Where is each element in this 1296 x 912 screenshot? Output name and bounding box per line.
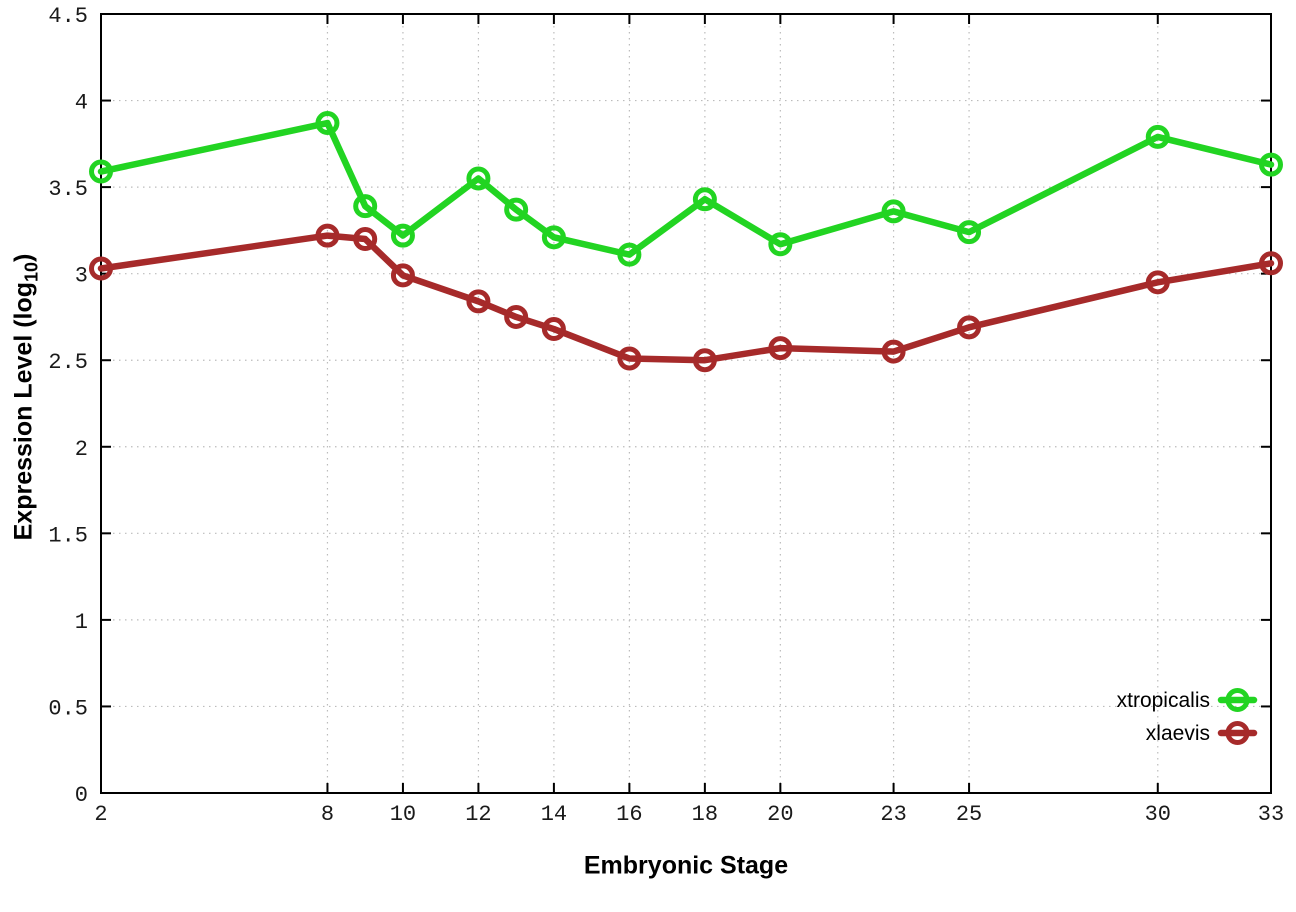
x-tick-label: 14 <box>541 802 567 827</box>
data-point-xtropicalis-14 <box>541 225 566 250</box>
data-point-xtropicalis-33 <box>1259 152 1283 177</box>
y-tick-label: 3 <box>75 264 88 289</box>
x-tick-label: 30 <box>1145 802 1171 827</box>
data-point-xtropicalis-16 <box>617 242 642 267</box>
x-tick-label: 23 <box>880 802 906 827</box>
legend-entry-xtropicalis: xtropicalis <box>1117 688 1258 712</box>
data-point-xtropicalis-23 <box>881 199 906 224</box>
legend-marker-xlaevis <box>1225 721 1250 745</box>
legend-entry-xlaevis: xlaevis <box>1146 721 1258 745</box>
data-point-xtropicalis-25 <box>957 220 982 245</box>
data-point-xtropicalis-8 <box>315 111 340 136</box>
data-point-xtropicalis-20 <box>768 232 793 257</box>
series-line-xtropicalis <box>97 119 1275 258</box>
y-axis-label-subscript: 10 <box>21 261 42 282</box>
x-tick-label: 10 <box>390 802 416 827</box>
y-tick-label: 0.5 <box>48 696 88 721</box>
data-point-xlaevis-23 <box>881 339 906 364</box>
data-point-xtropicalis-13 <box>504 197 529 222</box>
legend-marker-xtropicalis <box>1225 688 1250 712</box>
x-tick-label: 18 <box>692 802 718 827</box>
data-point-xlaevis-8 <box>315 223 340 248</box>
x-axis-label-text: Embryonic Stage <box>583 851 789 880</box>
data-point-xlaevis-25 <box>957 315 982 340</box>
plot-border <box>100 13 1272 794</box>
data-point-xlaevis-30 <box>1145 270 1170 295</box>
x-tick-label: 20 <box>767 802 793 827</box>
legend-label-xtropicalis: xtropicalis <box>1117 689 1210 712</box>
x-tick-label: 16 <box>616 802 642 827</box>
data-point-xlaevis-9 <box>353 227 378 252</box>
y-tick-label: 1 <box>75 610 88 635</box>
data-point-xtropicalis-12 <box>466 166 491 191</box>
data-point-xtropicalis-30 <box>1145 124 1170 149</box>
y-axis-label: Expression Level (log10) <box>10 254 43 541</box>
data-point-xlaevis-12 <box>466 289 491 314</box>
data-point-xlaevis-13 <box>504 304 529 329</box>
x-tick-label: 12 <box>465 802 491 827</box>
y-tick-label: 0 <box>75 783 88 808</box>
y-tick-label: 2.5 <box>48 350 88 375</box>
x-tick-label: 8 <box>321 802 334 827</box>
x-tick-label: 2 <box>94 802 107 827</box>
data-point-xtropicalis-10 <box>390 223 415 248</box>
x-tick-label: 33 <box>1258 802 1284 827</box>
y-tick-label: 4 <box>75 91 88 116</box>
y-tick-label: 2 <box>75 437 88 462</box>
data-point-xlaevis-18 <box>692 348 717 373</box>
data-point-xtropicalis-18 <box>692 187 717 212</box>
y-axis-label-prefix: Expression Level (log <box>9 281 38 541</box>
x-tick-label: 25 <box>956 802 982 827</box>
y-tick-label: 4.5 <box>48 4 88 29</box>
data-point-xlaevis-14 <box>541 317 566 342</box>
data-point-xlaevis-10 <box>390 263 415 288</box>
data-point-xtropicalis-2 <box>89 159 113 184</box>
y-tick-label: 1.5 <box>48 523 88 548</box>
data-point-xtropicalis-9 <box>353 194 378 219</box>
data-point-xlaevis-20 <box>768 336 793 361</box>
data-point-xlaevis-2 <box>89 256 113 281</box>
y-tick-label: 3.5 <box>48 177 88 202</box>
data-point-xlaevis-33 <box>1259 251 1283 276</box>
series-line-xlaevis <box>97 232 1275 364</box>
legend-label-xlaevis: xlaevis <box>1146 722 1210 745</box>
data-point-xlaevis-16 <box>617 346 642 371</box>
x-axis-label: Embryonic Stage <box>584 852 788 881</box>
y-axis-label-suffix: ) <box>9 253 38 262</box>
